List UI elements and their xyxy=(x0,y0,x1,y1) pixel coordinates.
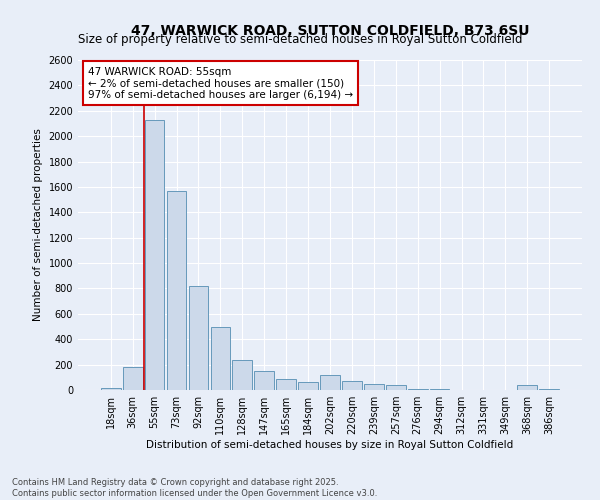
Bar xyxy=(408,388,428,390)
Bar xyxy=(254,371,274,390)
Bar xyxy=(188,286,208,390)
Title: 47, WARWICK ROAD, SUTTON COLDFIELD, B73 6SU: 47, WARWICK ROAD, SUTTON COLDFIELD, B73 … xyxy=(131,24,529,38)
Bar xyxy=(320,376,340,390)
Bar xyxy=(101,388,121,390)
Bar xyxy=(145,120,164,390)
Text: 47 WARWICK ROAD: 55sqm
← 2% of semi-detached houses are smaller (150)
97% of sem: 47 WARWICK ROAD: 55sqm ← 2% of semi-deta… xyxy=(88,66,353,100)
Bar xyxy=(211,326,230,390)
Bar xyxy=(298,382,318,390)
Text: Contains HM Land Registry data © Crown copyright and database right 2025.
Contai: Contains HM Land Registry data © Crown c… xyxy=(12,478,377,498)
Bar xyxy=(517,385,537,390)
Bar xyxy=(364,384,384,390)
Bar xyxy=(232,360,252,390)
X-axis label: Distribution of semi-detached houses by size in Royal Sutton Coldfield: Distribution of semi-detached houses by … xyxy=(146,440,514,450)
Text: Size of property relative to semi-detached houses in Royal Sutton Coldfield: Size of property relative to semi-detach… xyxy=(78,32,522,46)
Bar xyxy=(386,385,406,390)
Bar xyxy=(123,367,143,390)
Bar xyxy=(342,381,362,390)
Y-axis label: Number of semi-detached properties: Number of semi-detached properties xyxy=(33,128,43,322)
Bar xyxy=(167,190,187,390)
Bar xyxy=(276,378,296,390)
